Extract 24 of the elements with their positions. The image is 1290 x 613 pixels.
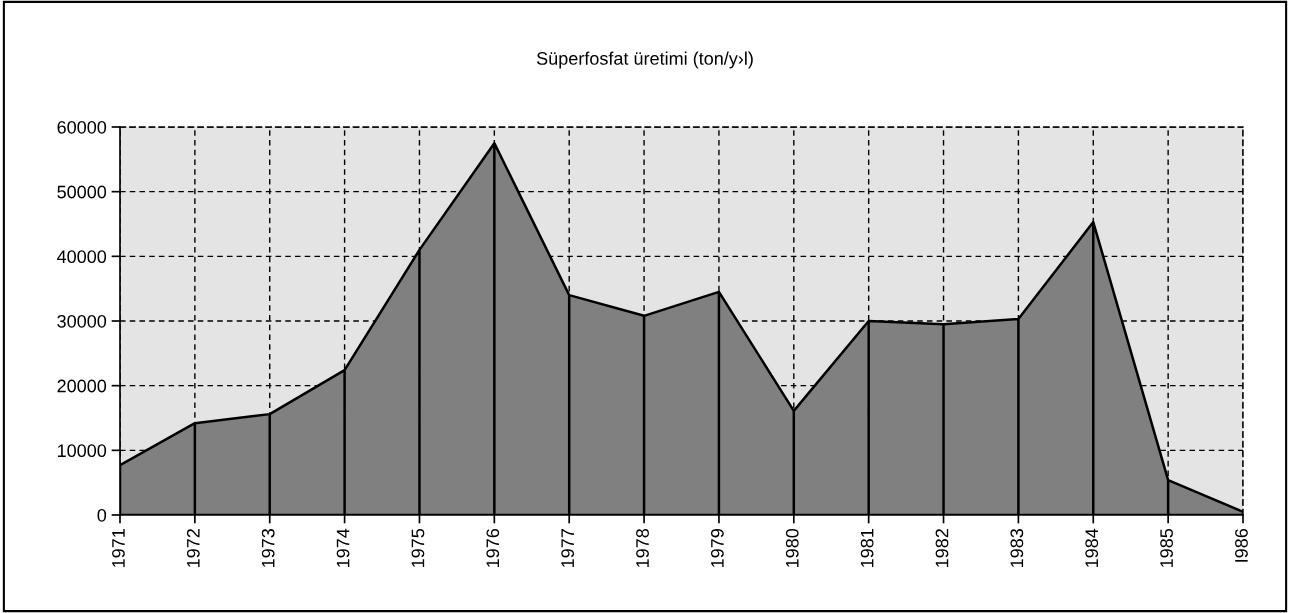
x-tick-label: 1972 xyxy=(186,529,200,567)
y-tick-label: 10000 xyxy=(57,444,107,458)
y-tick-label: 40000 xyxy=(57,250,107,264)
x-tick-label: 1977 xyxy=(561,529,575,567)
y-tick-label: 20000 xyxy=(57,379,107,393)
y-tick-label: 60000 xyxy=(57,120,107,134)
x-tick-label: 1979 xyxy=(710,529,724,567)
x-tick-label: 1985 xyxy=(1160,528,1173,567)
x-tick-label: 1974 xyxy=(336,528,350,567)
y-tick-label: 30000 xyxy=(57,314,107,328)
x-tick-label: 1984 xyxy=(1085,528,1099,567)
y-tick-label: 50000 xyxy=(57,185,107,199)
x-tick-label: 1981 xyxy=(860,529,874,567)
x-tick-label: 1976 xyxy=(486,528,500,567)
x-tick-label: 1973 xyxy=(261,528,275,567)
x-tick-label: 1971 xyxy=(112,529,125,567)
x-tick-label: 1975 xyxy=(411,528,425,567)
x-tick-label: 1978 xyxy=(636,528,649,567)
x-tick-label: 1982 xyxy=(935,529,949,567)
x-tick-label: 1983 xyxy=(1010,528,1024,567)
y-tick-label: 0 xyxy=(97,508,107,522)
chart-title: Süperfosfat üretimi (ton/y›l) xyxy=(536,51,753,69)
x-tick-label: 1980 xyxy=(785,528,799,567)
x-tick-label: I986 xyxy=(1235,528,1248,562)
